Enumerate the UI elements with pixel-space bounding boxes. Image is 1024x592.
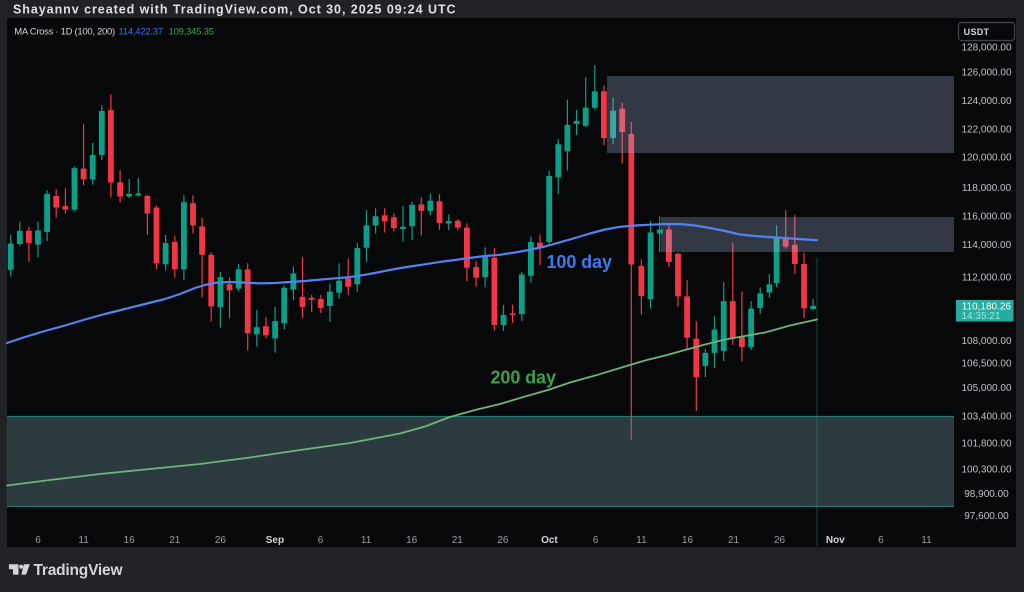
svg-text:110,180.26: 110,180.26	[962, 301, 1012, 312]
svg-text:97,600.00: 97,600.00	[964, 511, 1009, 522]
svg-text:128,000.00: 128,000.00	[961, 43, 1011, 54]
svg-text:109,345.35: 109,345.35	[169, 27, 214, 38]
svg-text:124,000.00: 124,000.00	[961, 96, 1011, 107]
svg-text:16: 16	[682, 535, 694, 546]
svg-text:Shayannv created with TradingV: Shayannv created with TradingView.com, O…	[13, 3, 457, 17]
svg-text:MA Cross · 1D (100, 200): MA Cross · 1D (100, 200)	[14, 27, 115, 38]
svg-text:11: 11	[78, 535, 89, 546]
svg-text:16: 16	[124, 535, 136, 546]
svg-text:105,000.00: 105,000.00	[961, 383, 1011, 394]
svg-text:200 day: 200 day	[491, 368, 556, 388]
svg-text:114,422.37: 114,422.37	[119, 27, 163, 38]
svg-text:116,000.00: 116,000.00	[962, 212, 1012, 223]
svg-text:6: 6	[35, 535, 41, 546]
svg-text:26: 26	[774, 535, 786, 546]
svg-text:21: 21	[169, 535, 181, 546]
svg-text:11: 11	[361, 535, 372, 546]
svg-text:101,800.00: 101,800.00	[961, 439, 1011, 450]
svg-text:6: 6	[318, 535, 324, 546]
svg-text:Oct: Oct	[541, 535, 558, 546]
svg-text:TradingView: TradingView	[34, 562, 124, 579]
svg-text:122,000.00: 122,000.00	[961, 124, 1011, 135]
svg-text:11: 11	[636, 535, 647, 546]
svg-text:Sep: Sep	[266, 535, 284, 546]
svg-text:USDT: USDT	[964, 27, 990, 37]
svg-text:26: 26	[497, 535, 509, 546]
svg-text:126,000.00: 126,000.00	[961, 68, 1011, 79]
svg-text:106,500.00: 106,500.00	[961, 359, 1011, 370]
svg-text:16: 16	[406, 535, 418, 546]
svg-text:98,900.00: 98,900.00	[964, 489, 1009, 500]
svg-text:Nov: Nov	[826, 535, 845, 546]
svg-text:114,000.00: 114,000.00	[962, 240, 1012, 251]
svg-text:6: 6	[593, 535, 599, 546]
svg-text:100 day: 100 day	[547, 252, 612, 272]
svg-text:108,000.00: 108,000.00	[961, 336, 1011, 347]
svg-text:11: 11	[921, 535, 932, 546]
svg-text:14:35:21: 14:35:21	[962, 311, 1001, 322]
svg-text:6: 6	[878, 535, 884, 546]
svg-text:26: 26	[215, 535, 227, 546]
svg-text:21: 21	[452, 535, 464, 546]
svg-text:120,000.00: 120,000.00	[961, 153, 1011, 164]
svg-text:118,000.00: 118,000.00	[962, 183, 1012, 194]
svg-text:112,000.00: 112,000.00	[962, 272, 1012, 283]
svg-text:103,400.00: 103,400.00	[961, 412, 1011, 423]
svg-text:100,300.00: 100,300.00	[961, 464, 1011, 475]
svg-text:21: 21	[728, 535, 740, 546]
